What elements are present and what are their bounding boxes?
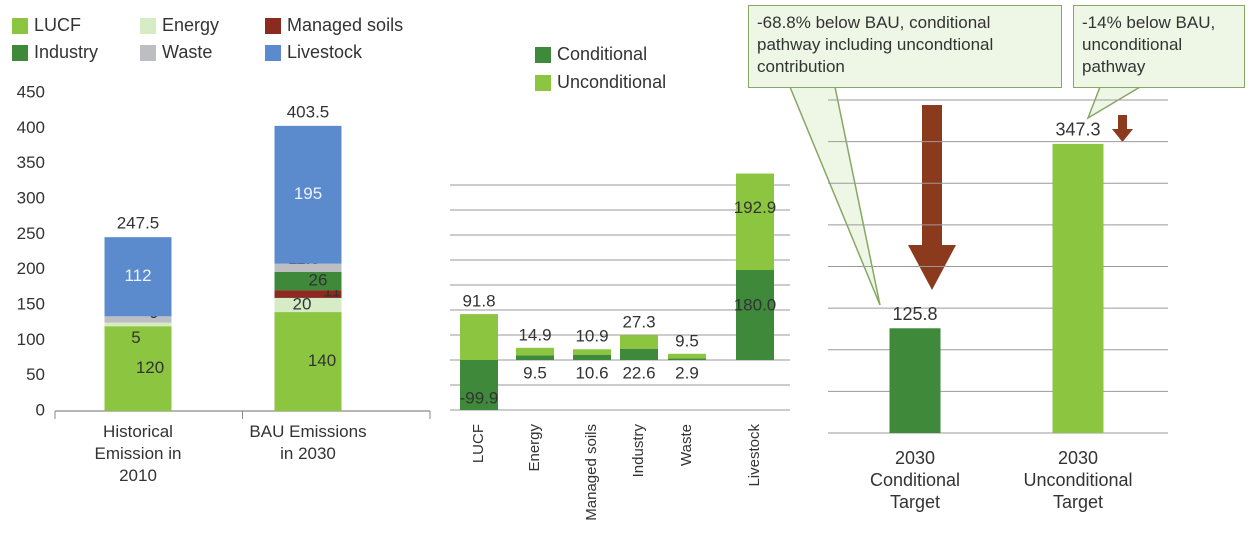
bar (1052, 143, 1104, 434)
data-label: 14.9 (518, 325, 551, 344)
x-tick-label: Managed soils (583, 424, 600, 521)
bar-segment (104, 322, 172, 327)
legend-swatch (140, 18, 156, 34)
x-tick-label: Livestock (746, 424, 763, 487)
bar-segment (104, 237, 172, 317)
legend-label: Managed soils (287, 15, 403, 35)
y-tick-label: 200 (17, 259, 45, 278)
bar-segment (274, 290, 342, 298)
annotation: -14% below BAU, unconditional pathway (1073, 5, 1245, 88)
legend-swatch (12, 45, 28, 61)
bar-segment (736, 173, 774, 270)
y-tick-label: 450 (17, 82, 45, 101)
data-label: 10.9 (575, 327, 608, 346)
bar-segment (620, 348, 658, 360)
data-label: 91.8 (462, 292, 495, 311)
y-tick-label: 0 (36, 400, 45, 419)
data-label: 112 (124, 266, 151, 285)
x-tick-label: Historical Emission in 2010 (94, 422, 182, 485)
total-label: 403.5 (287, 102, 330, 121)
data-label: 140 (308, 351, 336, 370)
legend-label: Livestock (287, 42, 363, 62)
data-label: 192.9 (734, 198, 777, 217)
legend-swatch (140, 45, 156, 61)
legend-swatch (12, 18, 28, 34)
bar-segment (573, 349, 611, 355)
y-tick-label: 100 (17, 330, 45, 349)
x-tick-label: BAU Emissions in 2030 (249, 422, 367, 463)
x-tick-label: Energy (526, 424, 543, 472)
data-label: 27.3 (622, 313, 655, 332)
data-label: -99.9 (460, 388, 499, 407)
legend-label: LUCF (34, 15, 81, 35)
legend-label: Unconditional (557, 72, 666, 92)
y-tick-label: 50 (26, 365, 45, 384)
bar-segment (668, 358, 706, 360)
y-tick-label: 300 (17, 188, 45, 207)
bar-segment (274, 125, 342, 264)
data-label: 9.5 (523, 363, 547, 382)
bar-segment (274, 312, 342, 411)
x-tick-label: LUCF (470, 424, 487, 463)
callout-pointer (788, 86, 881, 306)
annotation: -68.8% below BAU, conditional pathway in… (748, 5, 1062, 88)
bar-segment (516, 347, 554, 356)
total-label: 247.5 (117, 214, 160, 233)
data-label: 5 (131, 328, 140, 347)
data-label: 20 (293, 294, 312, 313)
y-tick-label: 350 (17, 153, 45, 172)
arrow (908, 105, 956, 290)
legend-label: Energy (162, 15, 219, 35)
legend-label: Conditional (557, 44, 647, 64)
data-label: 195 (294, 184, 322, 203)
y-tick-label: 400 (17, 118, 45, 137)
bar-segment (620, 335, 658, 349)
legend-label: Waste (162, 42, 212, 62)
data-label: 180.0 (734, 295, 777, 314)
x-tick-label: Waste (678, 424, 695, 466)
bar-segment (516, 355, 554, 360)
bar-segment (668, 353, 706, 359)
x-tick-label: 2030 Unconditional Target (1023, 448, 1133, 512)
bar-segment (460, 314, 498, 360)
bar-segment (274, 271, 342, 291)
bar-segment (104, 326, 172, 411)
data-label: 10.6 (575, 363, 608, 382)
data-label: 2.9 (675, 363, 699, 382)
legend-swatch (535, 47, 551, 63)
y-tick-label: 150 (17, 294, 45, 313)
bar (889, 328, 941, 433)
bar-segment (104, 316, 172, 323)
bar-segment (274, 297, 342, 313)
bar-segment (736, 270, 774, 360)
bar-segment (573, 354, 611, 360)
legend-swatch (265, 45, 281, 61)
bar-segment (460, 360, 498, 410)
legend-swatch (535, 75, 551, 91)
bar-segment (274, 263, 342, 272)
data-label: 22.6 (622, 363, 655, 382)
data-label: 125.8 (892, 304, 937, 324)
data-label: 347.3 (1055, 120, 1100, 140)
data-label: 9.5 (675, 331, 699, 350)
x-tick-label: Industry (630, 424, 647, 478)
data-label: 120 (136, 358, 164, 377)
legend-swatch (265, 18, 281, 34)
callout-pointer (1086, 86, 1143, 120)
data-label: 26 (309, 270, 328, 289)
y-tick-label: 250 (17, 224, 45, 243)
arrow (1112, 115, 1133, 142)
x-tick-label: 2030 Conditional Target (869, 448, 961, 512)
legend-label: Industry (34, 42, 98, 62)
